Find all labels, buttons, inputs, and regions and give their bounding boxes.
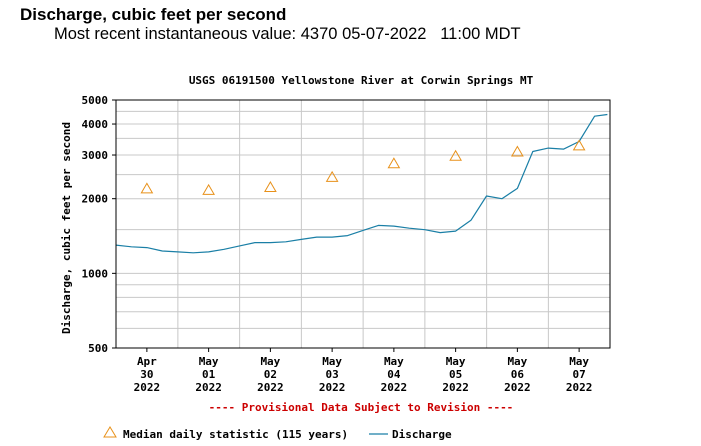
x-tick-label: 2022 [381, 381, 408, 394]
legend-median-label: Median daily statistic (115 years) [123, 428, 348, 441]
discharge-line [115, 113, 608, 254]
x-tick-label: May [446, 355, 466, 368]
median-marker [449, 149, 462, 161]
x-tick-label: May [260, 355, 280, 368]
x-tick-label: 2022 [134, 381, 161, 394]
y-tick-label: 2000 [82, 193, 109, 206]
x-tick-label: May [199, 355, 219, 368]
y-axis-label: Discharge, cubic feet per second [60, 122, 73, 334]
grid-lines [116, 100, 610, 348]
x-tick-label: 03 [326, 368, 339, 381]
x-tick-label: 06 [511, 368, 525, 381]
recent-time: 11:00 MDT [440, 25, 521, 43]
median-marker [572, 139, 586, 151]
most-recent-value: Most recent instantaneous value: 4370 05… [54, 25, 521, 44]
legend-discharge-label: Discharge [392, 428, 452, 441]
x-tick-label: 2022 [319, 381, 346, 394]
median-marker [140, 182, 154, 194]
recent-value: 4370 [300, 25, 338, 43]
y-tick-label: 1000 [82, 267, 109, 280]
x-tick-label: May [322, 355, 342, 368]
series-layer [115, 113, 608, 254]
legend: Median daily statistic (115 years) Disch… [103, 426, 452, 441]
x-tick-label: Apr [137, 355, 157, 368]
x-axis: Apr302022May012022May022022May032022May0… [134, 348, 593, 394]
median-marker [264, 180, 277, 192]
x-tick-label: 02 [264, 368, 277, 381]
y-axis: 500 1000 2000 3000 4000 5000 [82, 94, 116, 355]
x-tick-label: 30 [140, 368, 153, 381]
x-tick-label: 2022 [257, 381, 284, 394]
x-tick-label: 04 [387, 368, 401, 381]
chart-title: USGS 06191500 Yellowstone River at Corwi… [189, 74, 534, 87]
x-tick-label: May [384, 355, 404, 368]
x-tick-label: 05 [449, 368, 462, 381]
recent-label: Most recent instantaneous value: [54, 25, 297, 43]
legend-median-marker [103, 426, 117, 438]
y-tick-label: 500 [88, 342, 108, 355]
x-tick-label: 01 [202, 368, 216, 381]
median-marker [511, 145, 524, 157]
y-tick-label: 3000 [82, 149, 109, 162]
x-tick-label: May [507, 355, 527, 368]
provisional-note: ---- Provisional Data Subject to Revisio… [209, 401, 514, 414]
x-tick-label: 2022 [566, 381, 593, 394]
x-tick-label: May [569, 355, 589, 368]
y-tick-label: 4000 [82, 118, 109, 131]
median-marker [325, 170, 339, 182]
plot-frame [115, 99, 611, 349]
x-tick-label: 2022 [504, 381, 531, 394]
median-marker [387, 157, 401, 169]
x-tick-label: 2022 [442, 381, 469, 394]
median-marker [202, 183, 215, 195]
y-tick-label: 5000 [82, 94, 109, 107]
recent-date: 05-07-2022 [342, 25, 427, 43]
chart-heading: Discharge, cubic feet per second [20, 5, 287, 24]
x-tick-label: 07 [573, 368, 586, 381]
x-tick-label: 2022 [195, 381, 222, 394]
